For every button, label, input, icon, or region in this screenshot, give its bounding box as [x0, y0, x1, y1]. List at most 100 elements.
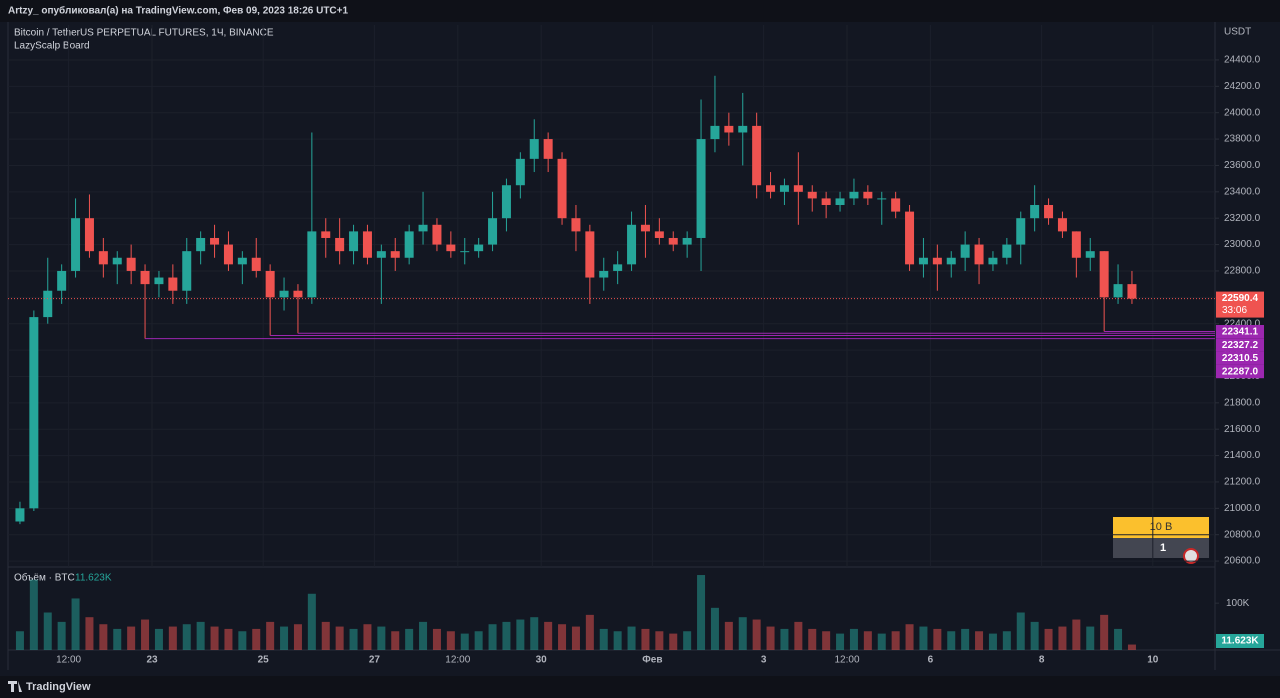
x-tick-label: 6 — [928, 655, 934, 666]
widget-top — [1113, 517, 1209, 538]
candle-body — [752, 125, 762, 186]
candle-body — [460, 251, 470, 253]
candle-body — [1113, 284, 1123, 298]
volume-bar — [1114, 628, 1123, 650]
volume-bar — [655, 631, 664, 650]
candle-body — [668, 237, 678, 245]
volume-bar — [558, 624, 567, 650]
header-text: Artzy_ опубликовал(а) на TradingView.com… — [8, 5, 348, 17]
candle-body — [779, 185, 789, 192]
price-label-box — [1216, 291, 1264, 318]
volume-bar — [405, 628, 414, 650]
volume-bar — [488, 624, 497, 650]
x-tick-label: 12:00 — [834, 655, 859, 666]
candle-body — [29, 317, 39, 509]
volume-bar — [293, 624, 302, 650]
candle-body — [543, 139, 553, 159]
candle-body — [1030, 205, 1040, 219]
volume-bar — [85, 617, 94, 650]
volume-bar — [460, 633, 469, 650]
candle-body — [71, 218, 81, 271]
candle-body — [223, 244, 233, 265]
candle-body — [15, 508, 25, 522]
candle-body — [640, 224, 650, 232]
volume-bar — [154, 628, 163, 650]
tv-logo — [8, 681, 22, 692]
candle-body — [1099, 251, 1109, 298]
volume-bar — [29, 579, 38, 650]
volume-bar — [669, 633, 678, 650]
volume-bar — [863, 631, 872, 650]
volume-bar — [1016, 612, 1025, 650]
volume-bar — [99, 624, 108, 650]
candle-body — [182, 251, 192, 291]
y-tick-label: 24200.0 — [1224, 81, 1261, 92]
level-label: 22341.1 — [1222, 327, 1259, 338]
level-label-box — [1216, 364, 1264, 379]
volume-bar — [1127, 644, 1136, 650]
volume-bar — [738, 617, 747, 650]
volume-bar — [599, 628, 608, 650]
volume-bar — [363, 624, 372, 650]
volume-bar — [238, 631, 247, 650]
y-tick-label: 20800.0 — [1224, 529, 1261, 540]
candle-body — [613, 264, 623, 271]
candle-body — [974, 244, 984, 265]
candle-body — [335, 237, 345, 252]
volume-bar — [419, 621, 428, 650]
volume-bar — [613, 631, 622, 650]
volume-bar — [683, 631, 692, 650]
widget-top-text: 10 B — [1150, 521, 1173, 533]
volume-bar — [1072, 619, 1081, 650]
volume-bar — [127, 626, 136, 650]
chart-title: Bitcoin / TetherUS PERPETUAL FUTURES, 1Ч… — [14, 28, 274, 39]
volume-bar — [196, 621, 205, 650]
volume-bar — [252, 628, 261, 650]
volume-bar — [502, 621, 511, 650]
y-tick-label: 23600.0 — [1224, 160, 1261, 171]
volume-bar — [57, 621, 66, 650]
volume-bar — [988, 633, 997, 650]
candle-body — [418, 224, 428, 232]
y-tick-label: 23000.0 — [1224, 239, 1261, 250]
volume-bar — [891, 631, 900, 650]
volume-bar — [516, 619, 525, 650]
candle-body — [112, 257, 122, 265]
x-tick-label: Фев — [642, 655, 662, 666]
x-tick-label: 30 — [536, 655, 548, 666]
candle-body — [710, 125, 720, 140]
volume-bar — [697, 575, 706, 650]
level-label-box — [1216, 325, 1264, 339]
candle-body — [793, 185, 803, 192]
candle-body — [57, 270, 67, 291]
candle-body — [154, 277, 164, 285]
candle-body — [738, 125, 748, 133]
level-label: 22287.0 — [1222, 367, 1259, 378]
candle-body — [766, 185, 776, 192]
candle-body — [446, 244, 456, 252]
candle-body — [307, 231, 317, 298]
volume-bar — [947, 631, 956, 650]
candle-body — [932, 257, 942, 265]
y-tick-label: 21000.0 — [1224, 503, 1261, 514]
volume-bar — [919, 626, 928, 650]
volume-bar — [585, 614, 594, 650]
volume-bar — [836, 633, 845, 650]
volume-bar — [975, 631, 984, 650]
candle-body — [571, 218, 581, 232]
volume-bar — [710, 607, 719, 650]
y-tick-label: 23800.0 — [1224, 134, 1261, 145]
footer-bar — [0, 676, 1280, 698]
candle-body — [918, 257, 928, 265]
candle-body — [488, 218, 498, 245]
volume-bar — [780, 628, 789, 650]
candle-body — [849, 191, 859, 199]
level-label-box — [1216, 338, 1264, 352]
volume-bar — [822, 631, 831, 650]
candle-body — [696, 139, 706, 238]
volume-bar — [808, 628, 817, 650]
candle-body — [529, 139, 539, 159]
volume-bar — [1058, 626, 1067, 650]
volume-bar — [752, 619, 761, 650]
